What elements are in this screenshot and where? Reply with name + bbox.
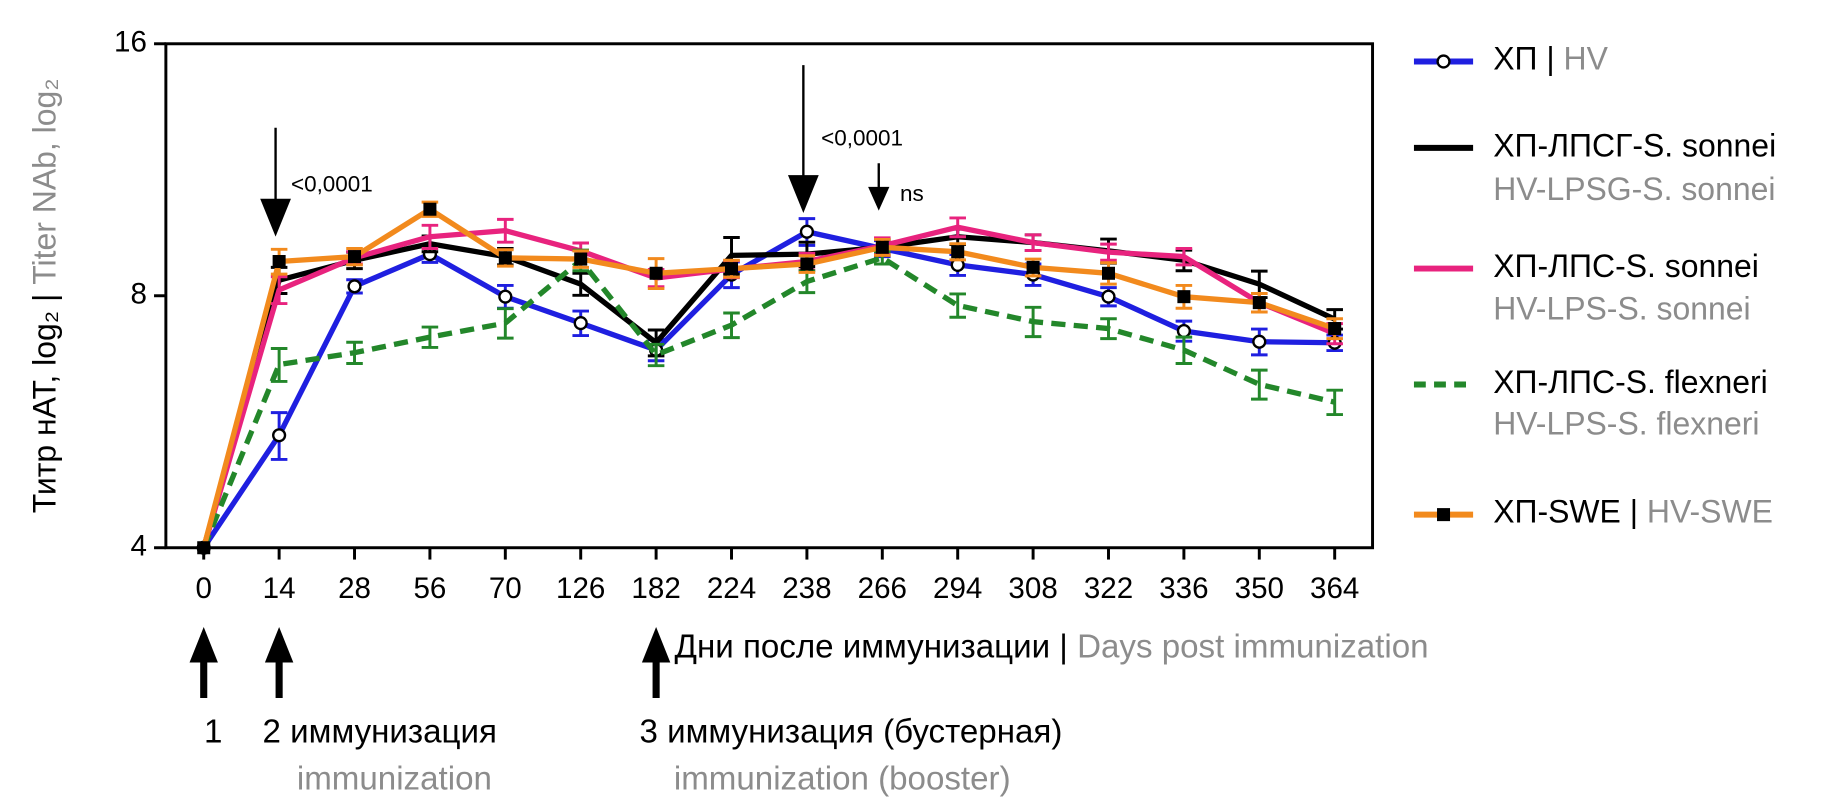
legend-name: ХП-ЛПС-S. flexneri — [1493, 364, 1768, 400]
point — [573, 316, 588, 331]
point — [272, 428, 287, 443]
legend-separator: | — [1630, 494, 1638, 530]
immunization-label: 1 — [204, 713, 222, 750]
annotation-arrowhead — [260, 198, 291, 237]
x-tick-label: 238 — [782, 572, 831, 605]
annotation-arrowhead — [787, 175, 819, 213]
y-label-ru: Титр нАТ, log₂ — [27, 311, 63, 513]
point — [423, 202, 437, 216]
x-tick-label: 224 — [707, 572, 756, 605]
x-tick-label: 14 — [263, 572, 296, 605]
y-axis-title: Титр нАТ, log₂ | Titer NAb, log₂ — [27, 78, 63, 513]
x-tick-label: 308 — [1008, 572, 1057, 605]
separator: | — [27, 294, 63, 302]
point — [799, 224, 815, 239]
immunization-number: 3 — [640, 713, 658, 750]
point — [347, 279, 362, 294]
separator: | — [1059, 628, 1068, 665]
series — [197, 200, 1343, 555]
point — [1328, 322, 1342, 336]
immunization-number: 1 — [204, 713, 222, 750]
point — [272, 255, 286, 269]
legend-name-en: HV-LPS-S. sonnei — [1493, 291, 1750, 327]
point — [951, 245, 965, 259]
series-line — [201, 229, 1335, 550]
legend-name: ХП-ЛПС-S. sonnei — [1493, 248, 1759, 284]
y-tick-label: 4 — [130, 530, 146, 563]
x-tick-label: 266 — [858, 572, 907, 605]
y-tick-label: 8 — [130, 278, 146, 311]
immunization-arrowhead — [189, 626, 218, 663]
series-line — [201, 234, 1336, 549]
x-tick-label: 364 — [1310, 572, 1359, 605]
point — [498, 251, 512, 265]
point — [1026, 260, 1040, 274]
series-line — [201, 255, 1336, 549]
annotation-text: <0,0001 — [821, 126, 903, 151]
x-tick-label: 336 — [1159, 572, 1208, 605]
legend-marker — [1437, 508, 1451, 522]
legend-label: ХП | HV — [1493, 41, 1608, 77]
x-label-ru: Дни после иммунизации — [675, 628, 1051, 665]
legend-name-en: HV-LPSG-S. sonnei — [1493, 171, 1775, 207]
legend-name-en: HV-LPS-S. flexneri — [1493, 405, 1759, 441]
immunization-arrowhead — [264, 626, 294, 663]
series — [201, 248, 1343, 549]
x-tick-label: 0 — [195, 572, 211, 605]
x-label-en: Days post immunization — [1077, 628, 1428, 665]
legend-name-en: HV — [1564, 41, 1609, 77]
point — [1252, 334, 1267, 349]
point — [348, 250, 362, 264]
legend-name: ХП — [1493, 41, 1537, 77]
point — [574, 252, 588, 266]
point — [1177, 290, 1191, 304]
immunization-label: 3 иммунизация (бустерная) — [640, 713, 1063, 750]
annotation-text: <0,0001 — [291, 172, 373, 197]
x-tick-label: 350 — [1235, 572, 1284, 605]
x-tick-label: 322 — [1084, 572, 1133, 605]
immunization-text-en: immunization — [297, 761, 492, 798]
x-tick-label: 56 — [413, 572, 446, 605]
immunization-number: 2 — [263, 713, 281, 750]
legend-name: ХП-ЛПСГ-S. sonnei — [1493, 127, 1776, 163]
immunization-label: 2 иммунизация — [263, 713, 497, 750]
series-line — [201, 206, 1336, 549]
legend-marker — [1436, 54, 1451, 69]
immunization-text: иммунизация — [290, 713, 497, 750]
point — [800, 257, 814, 271]
x-tick-label: 294 — [933, 572, 982, 605]
y-tick-label: 16 — [114, 26, 147, 59]
legend-name: ХП-SWE — [1493, 494, 1621, 530]
point — [875, 240, 889, 254]
point — [498, 289, 513, 304]
point — [1101, 289, 1116, 304]
legend-separator: | — [1546, 41, 1554, 77]
annotation-text: ns — [900, 181, 924, 206]
x-tick-label: 28 — [338, 572, 371, 605]
point — [1176, 323, 1191, 339]
point — [1252, 296, 1266, 310]
immunization-text: иммунизация (бустерная) — [667, 713, 1062, 750]
x-tick-label: 126 — [556, 572, 605, 605]
legend-name-en: HV-SWE — [1647, 494, 1773, 530]
x-tick-label: 70 — [489, 572, 522, 605]
annotation-arrowhead — [868, 186, 890, 211]
point — [1101, 266, 1116, 280]
x-axis-title: Дни после иммунизации | Days post immuni… — [675, 628, 1429, 665]
point — [197, 541, 211, 555]
series-line — [201, 224, 1336, 549]
immunization-arrowhead — [641, 626, 671, 663]
y-label-en: Titer NAb, log₂ — [27, 78, 63, 284]
point — [649, 266, 663, 280]
point — [725, 262, 739, 276]
legend-label: ХП-SWE | HV-SWE — [1493, 494, 1773, 530]
immunization-text-en: immunization (booster) — [674, 761, 1011, 798]
x-tick-label: 182 — [631, 572, 680, 605]
